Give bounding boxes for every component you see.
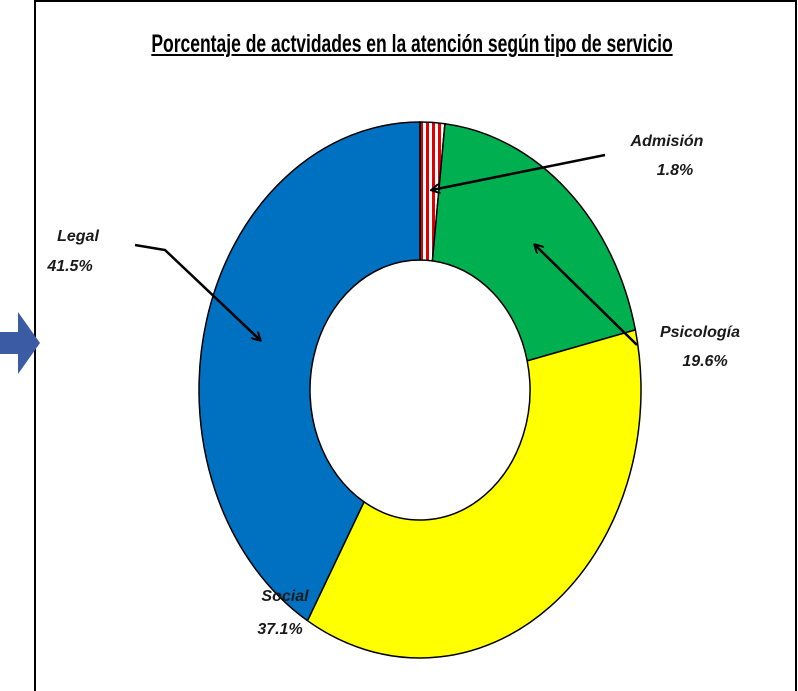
donut-slice	[306, 328, 642, 659]
slice-value-label: 41.5%	[46, 258, 92, 275]
slice-label: Psicología	[660, 324, 740, 341]
decor-arrow	[0, 312, 40, 374]
slice-label: Social	[261, 588, 309, 605]
slice-label: Legal	[57, 228, 99, 245]
chart-title: Porcentaje de actvidades en la atención …	[151, 30, 673, 58]
slice-value-label: 1.8%	[657, 162, 693, 179]
donut-slice	[198, 121, 421, 622]
leader-lines	[134, 153, 638, 346]
slice-value-label: 37.1%	[257, 621, 302, 638]
slice-value-label: 19.6%	[682, 353, 727, 370]
slice-label: Admisión	[630, 133, 704, 150]
donut-slice	[431, 122, 637, 362]
chart-border	[34, 0, 797, 691]
